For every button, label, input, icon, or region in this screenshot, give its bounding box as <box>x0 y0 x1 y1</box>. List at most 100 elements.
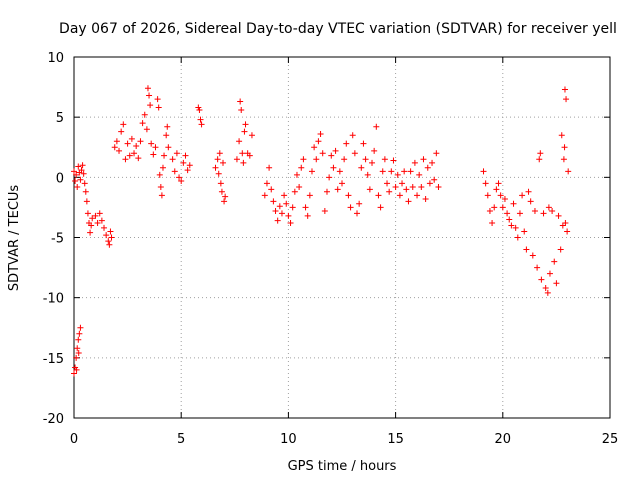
data-point <box>401 168 408 175</box>
data-point <box>182 152 189 159</box>
data-point <box>362 156 369 163</box>
data-point <box>238 106 245 113</box>
x-tick-label: 10 <box>280 432 297 447</box>
data-point <box>285 212 292 219</box>
x-tick-label: 5 <box>177 432 185 447</box>
y-tick-label: -15 <box>43 352 64 367</box>
data-point <box>384 180 391 187</box>
data-point <box>349 132 356 139</box>
data-point <box>82 188 89 195</box>
data-point <box>150 151 157 158</box>
data-point <box>131 150 138 157</box>
data-point <box>433 150 440 157</box>
data-point <box>403 186 410 193</box>
data-point <box>510 200 517 207</box>
data-point <box>120 121 127 128</box>
data-point <box>347 204 354 211</box>
data-point <box>555 212 562 219</box>
data-point <box>281 192 288 199</box>
data-point <box>377 204 384 211</box>
data-point <box>323 188 330 195</box>
data-point <box>351 150 358 157</box>
data-point <box>364 171 371 178</box>
data-point <box>78 167 85 174</box>
data-point <box>508 222 515 229</box>
data-point <box>399 180 406 187</box>
data-point <box>332 147 339 154</box>
data-point <box>106 241 113 248</box>
data-point <box>529 252 536 259</box>
data-point <box>304 212 311 219</box>
data-point <box>263 180 270 187</box>
data-point <box>561 86 568 93</box>
data-point <box>169 156 176 163</box>
data-point <box>98 217 105 224</box>
data-point <box>493 186 500 193</box>
data-point <box>512 224 519 231</box>
data-point <box>84 210 91 217</box>
data-point <box>233 156 240 163</box>
data-point <box>276 203 283 210</box>
data-point <box>424 164 431 171</box>
data-point <box>319 150 326 157</box>
data-point <box>390 157 397 164</box>
data-point <box>71 370 77 377</box>
data-point <box>293 171 300 178</box>
data-point <box>164 123 171 130</box>
data-point <box>80 170 87 177</box>
data-point <box>248 132 255 139</box>
data-point <box>542 285 549 292</box>
data-point <box>173 150 180 157</box>
data-point <box>345 192 352 199</box>
data-point <box>87 229 94 236</box>
data-point <box>537 150 544 157</box>
data-point <box>375 192 382 199</box>
data-point <box>409 183 416 190</box>
data-point <box>111 144 118 151</box>
data-point <box>388 168 395 175</box>
data-point <box>137 138 144 145</box>
data-point <box>246 152 253 159</box>
data-point <box>369 159 376 166</box>
data-point <box>298 164 305 171</box>
data-point <box>553 280 560 287</box>
data-point <box>565 168 572 175</box>
y-tick-label: 5 <box>56 111 64 126</box>
data-point <box>73 366 80 373</box>
data-point <box>283 200 290 207</box>
data-point <box>405 198 412 205</box>
data-point <box>77 176 84 183</box>
data-point <box>557 246 564 253</box>
data-point <box>291 188 298 195</box>
data-point <box>339 180 345 187</box>
data-point <box>296 183 303 190</box>
data-point <box>313 156 320 163</box>
data-point <box>531 208 538 215</box>
data-point <box>330 164 337 171</box>
data-point <box>562 220 569 227</box>
y-tick-label: -5 <box>51 232 64 247</box>
data-point <box>113 138 120 145</box>
data-point <box>143 126 150 133</box>
data-point <box>560 156 567 163</box>
data-point <box>499 204 506 211</box>
data-point <box>564 228 571 235</box>
data-point <box>116 147 123 154</box>
data-point <box>302 204 309 211</box>
data-point <box>239 150 246 157</box>
data-point <box>561 144 568 151</box>
data-point <box>96 210 103 217</box>
data-point <box>124 140 131 147</box>
data-point <box>75 350 82 357</box>
data-point <box>429 159 436 166</box>
data-point <box>525 188 532 195</box>
data-point <box>156 171 163 178</box>
data-point <box>523 246 530 253</box>
data-point <box>266 164 273 171</box>
data-point <box>431 176 438 183</box>
data-point <box>178 177 185 184</box>
data-point <box>237 98 244 105</box>
data-point <box>75 336 82 343</box>
data-point <box>212 164 219 171</box>
data-point <box>218 188 225 195</box>
